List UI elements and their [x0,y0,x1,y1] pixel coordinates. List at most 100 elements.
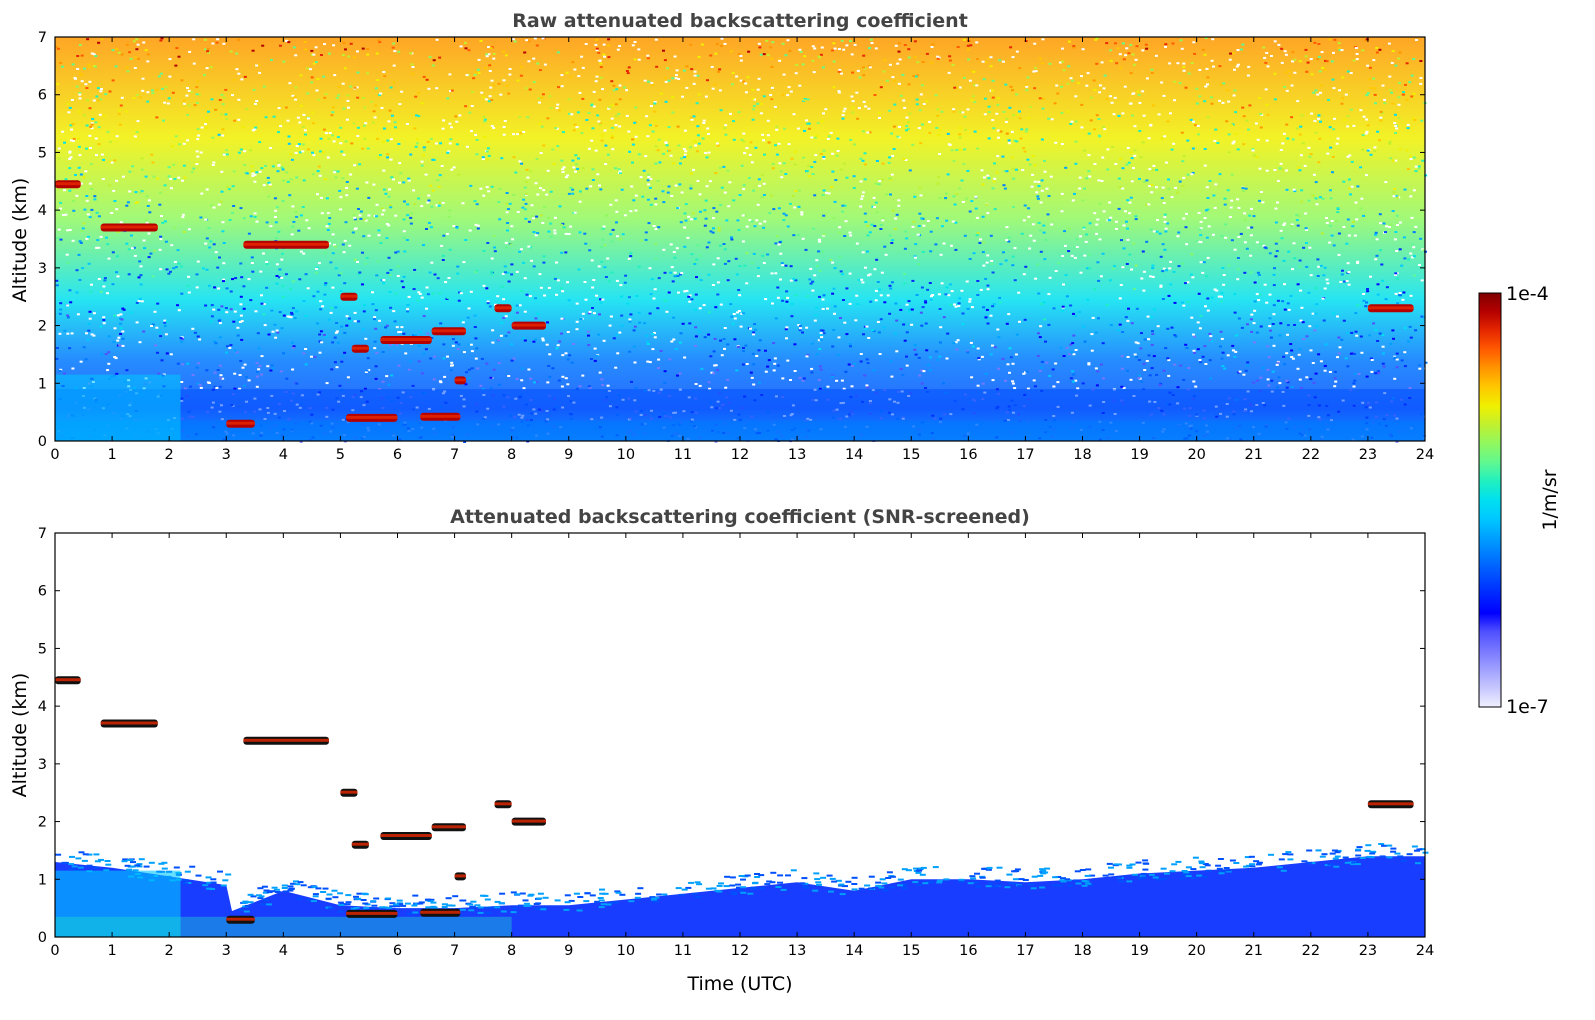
noise-pixel [1211,233,1215,236]
noise-pixel [92,334,96,337]
noise-pixel [375,274,379,277]
noise-pixel [389,138,393,141]
noise-pixel [861,195,865,198]
noise-pixel [1381,84,1385,87]
noise-pixel [659,350,663,352]
noise-pixel [165,352,169,355]
noise-pixel [343,239,347,242]
noise-pixel [958,187,962,190]
noise-pixel [1291,51,1295,54]
noise-pixel [323,252,327,255]
noise-pixel [801,63,805,66]
noise-pixel [487,100,491,103]
noise-pixel [1412,58,1416,60]
noise-pixel [913,40,917,43]
noise-pixel [689,43,693,46]
noise-pixel [265,261,269,263]
noise-pixel [249,149,252,152]
noise-pixel [1265,301,1269,304]
noise-pixel [907,56,911,59]
noise-pixel [736,345,740,348]
noise-pixel [1125,263,1129,265]
noise-pixel [520,367,524,370]
noise-pixel [1079,271,1083,274]
noise-pixel [749,371,753,374]
noise-pixel [757,42,761,45]
noise-pixel [677,78,681,80]
noise-pixel [580,132,584,135]
noise-pixel [615,333,619,336]
noise-pixel [1110,101,1114,104]
noise-pixel [1388,75,1392,78]
noise-pixel [756,203,760,206]
noise-pixel [1203,217,1207,219]
noise-pixel [490,257,494,260]
noise-pixel [319,137,323,140]
noise-pixel [744,344,748,347]
noise-pixel [519,74,523,77]
noise-pixel [1133,125,1137,128]
noise-pixel [546,321,549,324]
noise-pixel [1253,281,1257,284]
noise-pixel [271,367,275,370]
noise-pixel [654,258,658,260]
noise-pixel [474,223,478,226]
noise-pixel [593,359,597,362]
noise-pixel [786,359,790,362]
noise-pixel [487,154,491,157]
noise-pixel [499,93,503,96]
noise-pixel [875,160,879,162]
noise-pixel [804,248,808,251]
noise-pixel [1060,85,1063,88]
noise-pixel [1015,50,1019,53]
noise-pixel [1053,102,1057,105]
noise-pixel [125,242,129,245]
noise-pixel [1086,298,1090,301]
noise-pixel [774,144,777,147]
noise-pixel [66,332,70,335]
noise-pixel [838,256,842,258]
noise-pixel [797,324,801,327]
noise-pixel [852,187,856,189]
noise-pixel [954,341,958,344]
noise-pixel [908,310,911,313]
noise-pixel [1159,255,1163,258]
noise-pixel [334,306,338,309]
noise-pixel [409,222,413,225]
noise-pixel [383,75,387,78]
noise-pixel [418,331,422,333]
noise-pixel [981,60,985,63]
noise-pixel [527,368,531,371]
noise-pixel [215,386,219,389]
noise-pixel [677,291,680,294]
noise-pixel [723,248,727,251]
noise-pixel [204,304,208,307]
noise-pixel [146,205,150,207]
noise-pixel [690,68,694,71]
noise-pixel [1069,77,1073,80]
noise-pixel [962,77,966,79]
noise-pixel [1037,222,1041,224]
noise-pixel [907,48,911,51]
noise-pixel [1283,363,1287,366]
noise-pixel [917,127,921,130]
noise-pixel [623,86,627,89]
noise-pixel [954,248,958,251]
noise-pixel [689,172,693,175]
noise-pixel [822,149,826,152]
noise-pixel [938,355,942,358]
noise-pixel [1236,198,1240,201]
noise-pixel [831,292,835,295]
noise-pixel [1328,38,1332,41]
noise-pixel [392,178,395,181]
noise-pixel [1109,324,1113,326]
noise-pixel [100,88,103,90]
noise-pixel [766,253,770,256]
noise-pixel [773,362,777,365]
noise-pixel [147,232,151,235]
noise-pixel [829,131,833,134]
noise-pixel [615,88,619,91]
noise-pixel [312,62,316,65]
noise-pixel [837,48,841,50]
noise-pixel [124,110,128,113]
